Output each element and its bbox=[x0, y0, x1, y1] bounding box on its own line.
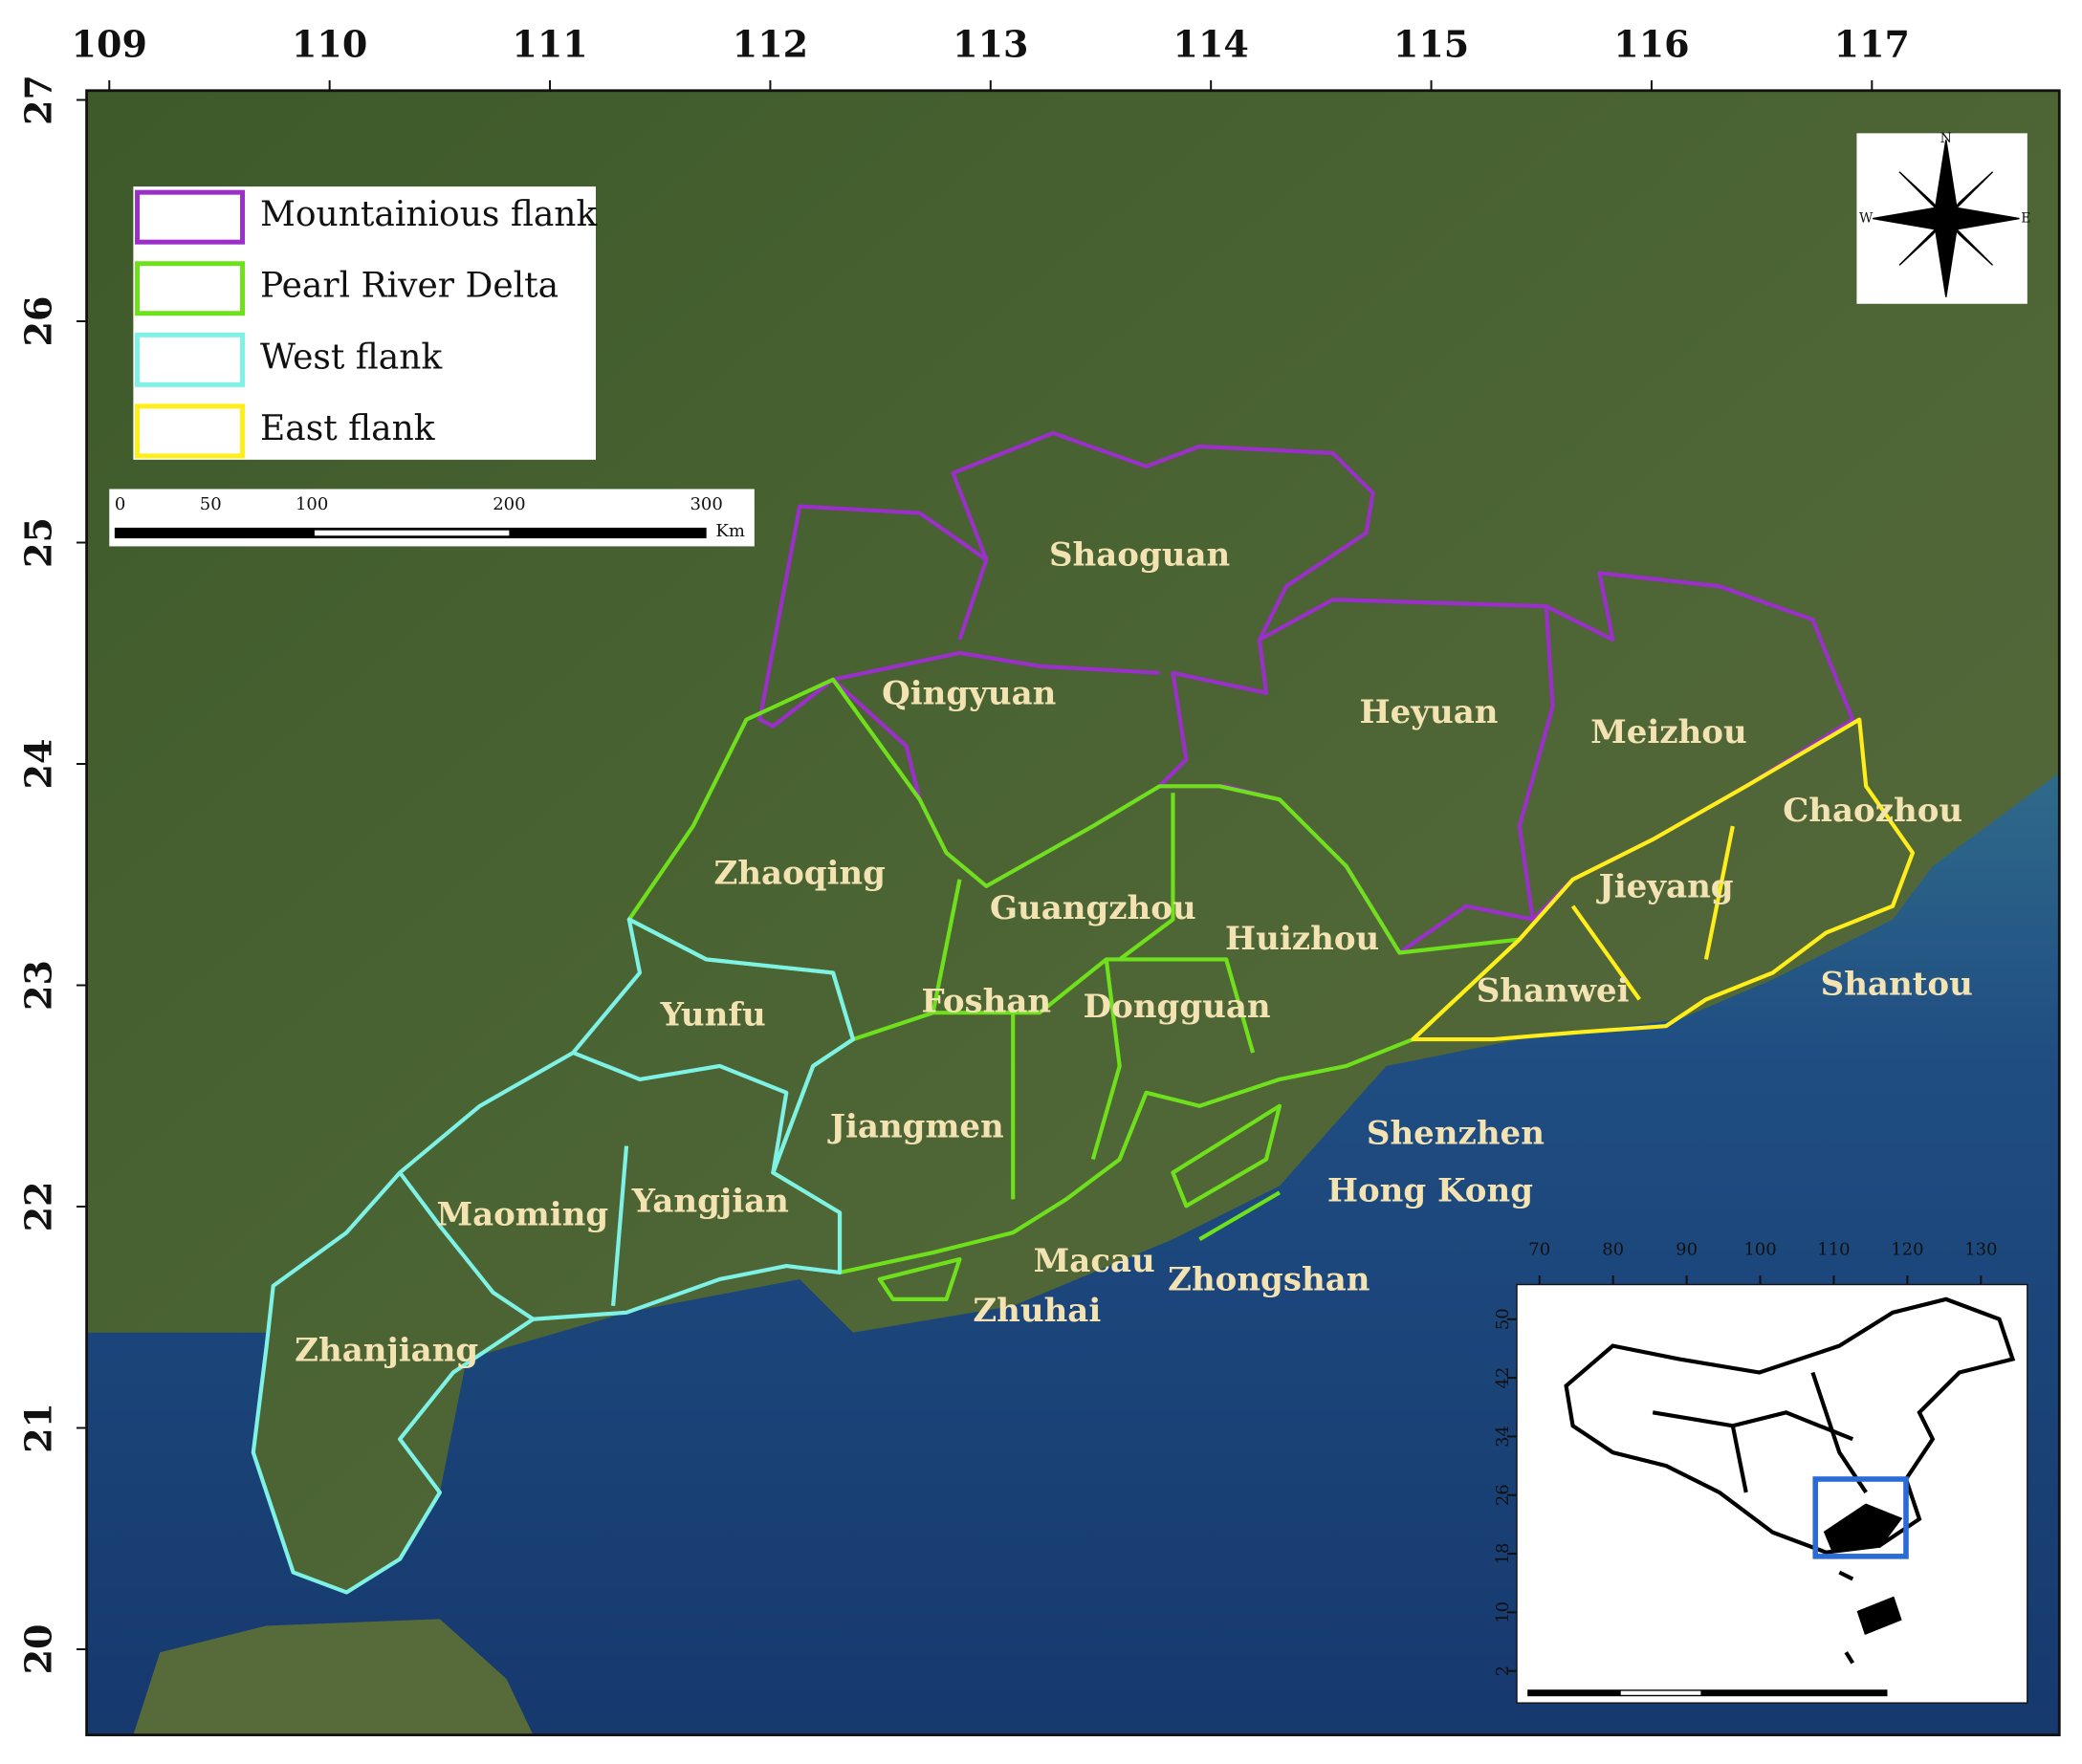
longitude-label: 116 bbox=[1613, 23, 1689, 66]
city-label: Jieyang bbox=[1596, 868, 1734, 906]
labels: 109 110 111 112 113 114 115 116 1172726252423222… bbox=[17, 23, 2031, 1677]
longitude-label: 114 bbox=[1173, 23, 1249, 66]
city-label: Zhaoqing bbox=[714, 855, 886, 893]
inset-y-label: 18 bbox=[1493, 1543, 1513, 1565]
inset-map bbox=[1516, 1283, 2028, 1704]
inset-y-label: 26 bbox=[1493, 1484, 1513, 1506]
west-outline bbox=[251, 917, 856, 1595]
longitude-label: 117 bbox=[1834, 23, 1910, 66]
city-label: Chaozhou bbox=[1783, 792, 1962, 830]
latitude-label: 21 bbox=[17, 1403, 60, 1453]
legend-label: Mountainious flank bbox=[260, 195, 598, 234]
scale-bar-segment bbox=[314, 530, 510, 536]
scale-label: 100 bbox=[296, 494, 328, 514]
map-frame bbox=[85, 89, 2061, 1736]
city-label: Yunfu bbox=[660, 995, 766, 1034]
longitude-label: 109 bbox=[72, 23, 147, 66]
latitude-label: 23 bbox=[17, 960, 60, 1011]
inset-x-label: 90 bbox=[1676, 1239, 1698, 1259]
inset-x-label: 120 bbox=[1891, 1239, 1923, 1259]
city-label: Maoming bbox=[436, 1195, 608, 1233]
city-label: Hong Kong bbox=[1327, 1171, 1533, 1209]
scale-label: 300 bbox=[690, 494, 722, 514]
city-label: Shaoguan bbox=[1049, 536, 1230, 575]
inset-y-label: 10 bbox=[1493, 1601, 1513, 1623]
city-label: Qingyuan bbox=[882, 675, 1056, 713]
legend-label: West flank bbox=[260, 338, 443, 377]
latitude-label: 22 bbox=[17, 1182, 60, 1232]
legend-label: East flank bbox=[260, 409, 436, 448]
city-label: Huizhou bbox=[1225, 920, 1379, 958]
latitude-label: 26 bbox=[17, 296, 60, 347]
latitude-label: 25 bbox=[17, 517, 60, 568]
city-label: Heyuan bbox=[1360, 693, 1499, 731]
compass-letter: N bbox=[1940, 131, 1952, 146]
latitude-label: 24 bbox=[17, 739, 60, 790]
legend-label: Pearl River Delta bbox=[260, 267, 559, 306]
longitude-label: 110 bbox=[292, 23, 367, 66]
inset-x-label: 100 bbox=[1743, 1239, 1776, 1259]
legend-swatch bbox=[135, 189, 246, 245]
inset-y-label: 42 bbox=[1493, 1367, 1513, 1389]
longitude-label: 113 bbox=[953, 23, 1028, 66]
longitude-label: 115 bbox=[1393, 23, 1469, 66]
city-label: Dongguan bbox=[1084, 988, 1271, 1026]
legend-swatch bbox=[135, 261, 246, 316]
longitude-label: 111 bbox=[512, 23, 587, 66]
legend-swatch bbox=[135, 403, 246, 459]
scale-label: 200 bbox=[493, 494, 525, 514]
longitude-label: 112 bbox=[733, 23, 808, 66]
legend-swatch bbox=[135, 332, 246, 387]
east-outline bbox=[1411, 717, 1916, 1042]
city-label: Zhanjiang bbox=[295, 1332, 478, 1370]
legend-box bbox=[133, 186, 596, 460]
city-label: Shenzhen bbox=[1367, 1114, 1545, 1152]
inset-y-label: 50 bbox=[1493, 1308, 1513, 1330]
city-label: Jiangmen bbox=[827, 1107, 1004, 1145]
inset-x-label: 110 bbox=[1817, 1239, 1850, 1259]
city-label: Zhongshan bbox=[1168, 1261, 1370, 1299]
city-label: Foshan bbox=[922, 982, 1052, 1020]
inset-x-label: 130 bbox=[1964, 1239, 1997, 1259]
compass bbox=[1856, 133, 2027, 304]
scale-unit: Km bbox=[715, 521, 745, 541]
latitude-label: 27 bbox=[17, 75, 60, 125]
latitude-label: 20 bbox=[17, 1624, 60, 1675]
city-label: Zhuhai bbox=[973, 1292, 1101, 1330]
scale-label: 0 bbox=[115, 494, 125, 514]
city-label: Shantou bbox=[1821, 965, 1973, 1003]
compass-letter: E bbox=[2021, 211, 2030, 227]
city-label: Guangzhou bbox=[990, 889, 1196, 927]
city-label: Shanwei bbox=[1477, 971, 1630, 1010]
inset-y-label: 2 bbox=[1493, 1666, 1513, 1676]
city-label: Meizhou bbox=[1590, 713, 1747, 751]
compass-letter: W bbox=[1859, 211, 1874, 227]
inset-x-label: 80 bbox=[1602, 1239, 1624, 1259]
inset-y-label: 34 bbox=[1493, 1426, 1513, 1448]
inset-x-label: 70 bbox=[1528, 1239, 1550, 1259]
city-label: Macau bbox=[1034, 1242, 1155, 1280]
city-label: Yangjian bbox=[631, 1183, 789, 1221]
basemap bbox=[85, 89, 2061, 1736]
scale-label: 50 bbox=[200, 494, 222, 514]
hainan bbox=[133, 1619, 534, 1735]
